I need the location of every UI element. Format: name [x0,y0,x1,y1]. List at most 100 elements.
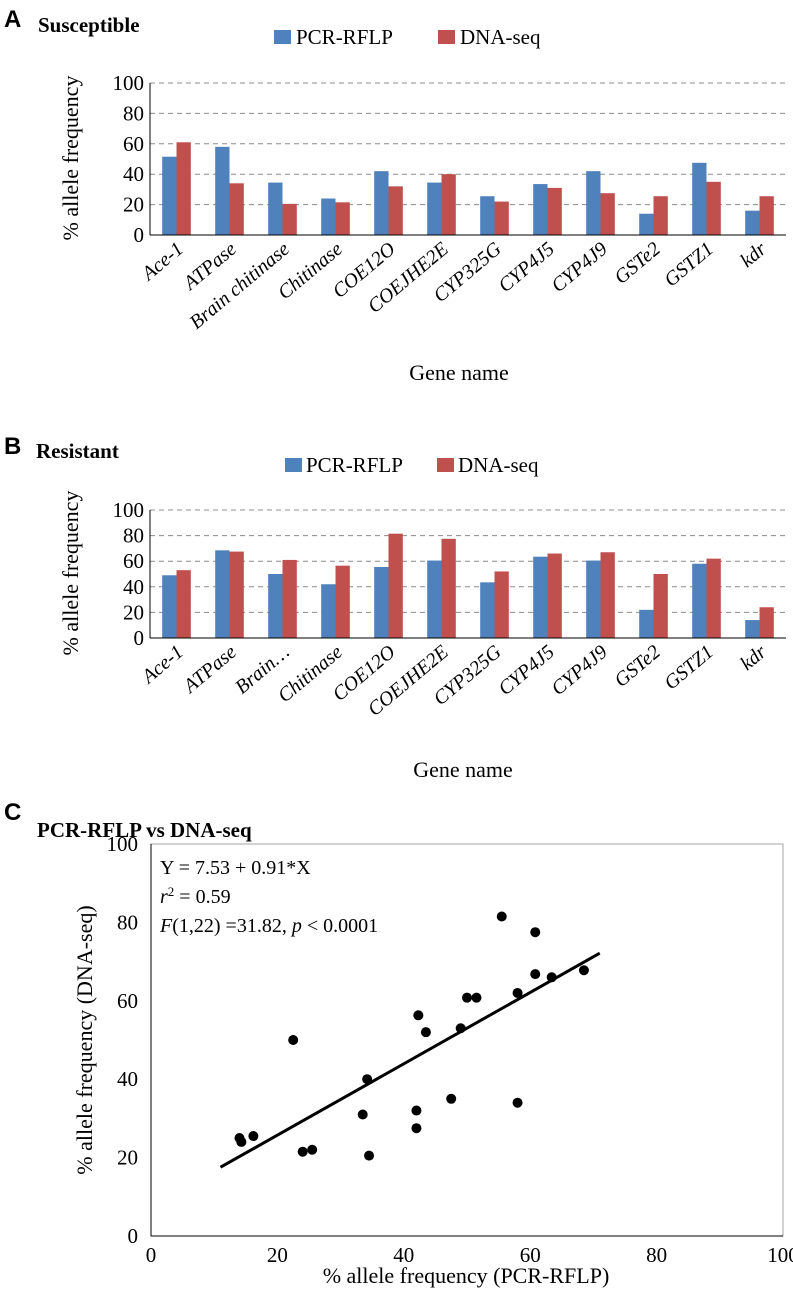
bar-pcr-rflp [268,182,283,235]
y-tick-label: 0 [134,223,145,247]
bar-dna-seq [706,558,721,638]
p-value: < 0.0001 [302,915,378,937]
category-label: CYP4J5 [494,641,558,700]
bar-pcr-rflp [692,563,707,638]
panel-b-legend-label-rflp: PCR-RFLP [306,453,403,477]
panel-c: C PCR-RFLP vs DNA-seq 0 20 40 60 80 100 0 20 40… [4,799,793,1288]
bar-dna-seq [229,183,244,235]
bar-pcr-rflp [427,182,442,235]
bar-pcr-rflp [586,171,601,235]
regression-line [219,951,601,1169]
y-tick-label: 0 [128,1224,139,1248]
panel-b-x-axis-label: Gene name [413,757,513,782]
y-tick-label: 0 [134,626,145,650]
panel-a-title: Susceptible [38,13,140,37]
bar-dna-seq [653,196,668,235]
bar-dna-seq [653,574,668,638]
category-label: ATPase [178,641,241,699]
bar-dna-seq [759,196,774,235]
category-label: kdr [736,238,771,272]
bar-dna-seq [759,607,774,638]
bar-pcr-rflp [639,609,654,638]
x-tick-label: 40 [393,1243,414,1267]
y-tick-label: 60 [123,132,144,156]
panel-c-fit [219,951,601,1169]
f-symbol: F [159,915,173,937]
data-point [362,1074,373,1085]
data-point [420,1027,431,1038]
bar-pcr-rflp [480,196,495,235]
panel-b-title: Resistant [36,439,119,463]
panel-a: A Susceptible PCR-RFLP DNA-seq % allele … [4,6,786,385]
bar-dna-seq [335,565,350,638]
bar-dna-seq [494,571,509,638]
data-point [413,1010,424,1021]
bar-dna-seq [176,142,191,235]
bar-pcr-rflp [162,575,177,638]
bar-pcr-rflp [586,560,601,638]
y-tick-label: 40 [117,1067,138,1091]
data-point [411,1105,422,1116]
bar-dna-seq [547,553,562,638]
bar-pcr-rflp [321,198,336,235]
data-point [512,1097,523,1108]
data-point [471,992,482,1003]
bar-dna-seq [282,203,297,235]
bar-pcr-rflp [162,156,177,235]
panel-b-bars [162,533,774,638]
y-tick-label: 20 [123,600,144,624]
bar-dna-seq [547,187,562,235]
bar-dna-seq [494,201,509,235]
panel-a-legend-label-dnaseq: DNA-seq [460,25,541,49]
y-tick-label: 80 [123,524,144,548]
bar-pcr-rflp [480,582,495,638]
bar-dna-seq [441,174,456,235]
panel-c-title: PCR-RFLP vs DNA-seq [37,818,252,842]
p-symbol: p [290,915,302,937]
category-label: GSTZ1 [660,238,718,291]
r-squared-text: r2 = 0.59 [160,884,231,909]
category-label: CYP4J9 [547,641,611,700]
y-tick-label: 80 [117,910,138,934]
bar-pcr-rflp [427,560,442,638]
panel-b-y-axis-label: % allele frequency [58,491,83,656]
panel-a-legend-swatch-dnaseq [438,30,455,44]
panel-b-gridlines [150,509,786,613]
r-symbol: r [160,886,168,908]
x-tick-label: 0 [146,1243,157,1267]
bar-pcr-rflp [639,213,654,235]
bar-pcr-rflp [745,210,760,235]
bar-pcr-rflp [215,146,230,235]
data-point [530,969,541,980]
category-label: GSTZ1 [660,641,718,694]
bar-pcr-rflp [215,550,230,638]
y-tick-label: 40 [123,162,144,186]
data-point [578,965,589,976]
panel-c-y-tick-labels: 0 20 40 60 80 100 [107,832,139,1248]
y-tick-label: 40 [123,575,144,599]
data-point [248,1131,259,1142]
bar-pcr-rflp [533,184,548,235]
x-tick-label: 100 [767,1243,793,1267]
panel-b: B Resistant PCR-RFLP DNA-seq % allele fr… [4,433,786,782]
bar-dna-seq [388,533,403,638]
bar-dna-seq [441,538,456,638]
x-tick-label: 80 [646,1243,667,1267]
panel-a-gridlines [150,82,786,206]
y-tick-label: 60 [117,989,138,1013]
category-label: CYP4J5 [494,238,558,297]
data-point [546,972,557,983]
regression-equation: Y = 7.53 + 0.91*X [160,857,311,879]
bar-dna-seq [176,570,191,638]
panel-b-letter: B [4,433,21,460]
panel-c-x-tick-labels: 0 20 40 60 80 100 [146,1243,793,1267]
data-point [236,1136,247,1147]
data-point [411,1123,422,1134]
f-degrees-of-freedom: (1,22) =31.82, [172,915,292,937]
panel-c-plot-frame [150,843,784,1237]
data-point [462,992,472,1003]
bar-dna-seq [600,552,615,638]
r-squared-exponent: 2 [168,884,175,899]
